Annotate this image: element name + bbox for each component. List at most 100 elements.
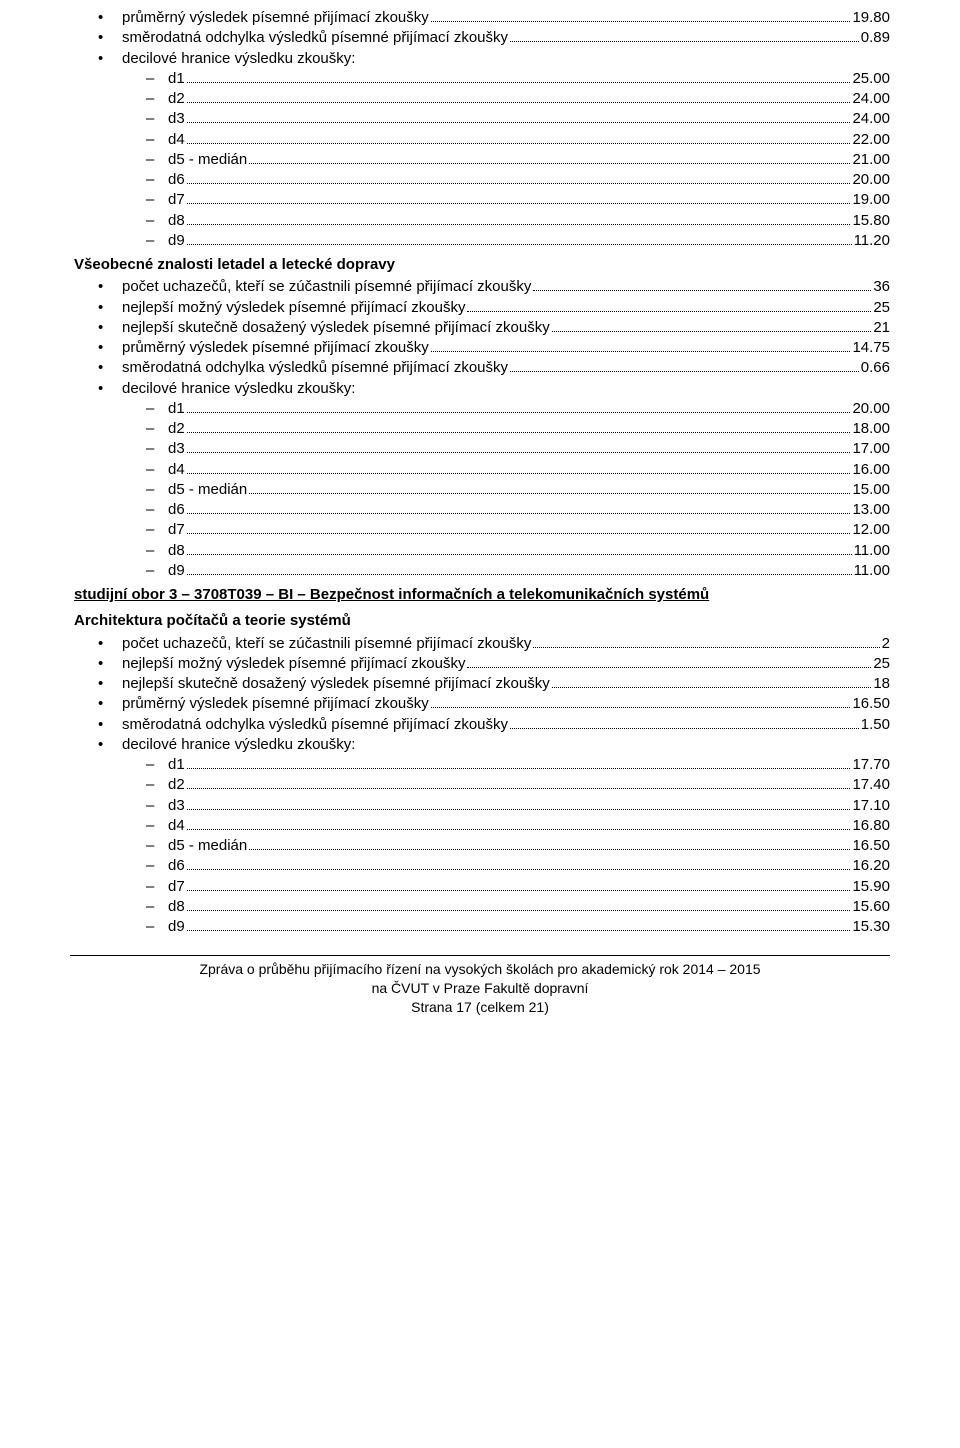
decile-item: d911.00 (146, 561, 890, 581)
dot-leader (510, 359, 859, 373)
decile-value: 18.00 (852, 419, 890, 439)
stat-value: 14.75 (852, 338, 890, 358)
decile-value: 11.20 (854, 231, 890, 251)
decile-header: decilové hranice výsledku zkoušky: d120.… (98, 379, 890, 582)
decile-item: d815.80 (146, 211, 890, 231)
decile-item: d719.00 (146, 190, 890, 210)
decile-heading-label: decilové hranice výsledku zkoušky: (122, 50, 355, 67)
decile-value: 22.00 (852, 130, 890, 150)
decile-item: d2 18.00 (146, 419, 890, 439)
stat-value: 18 (873, 674, 890, 694)
dot-leader (187, 521, 851, 535)
stat-item: nejlepší možný výsledek písemné přijímac… (98, 298, 890, 318)
decile-label: d2 (168, 419, 185, 439)
decile-value: 15.30 (852, 917, 890, 937)
dot-leader (187, 170, 851, 184)
dot-leader (187, 419, 851, 433)
decile-label: d3 (168, 796, 185, 816)
decile-label: d5 - medián (168, 836, 247, 856)
decile-value: 20.00 (852, 170, 890, 190)
footer-line-1: Zpráva o průběhu přijímacího řízení na v… (70, 960, 890, 979)
decile-item: d616.20 (146, 856, 890, 876)
decile-label: d6 (168, 170, 185, 190)
decile-value: 12.00 (852, 520, 890, 540)
footer-line-2: na ČVUT v Praze Fakultě dopravní (70, 979, 890, 998)
stat-label: nejlepší skutečně dosažený výsledek píse… (122, 674, 550, 694)
decile-label: d8 (168, 541, 185, 561)
decile-value: 25.00 (852, 69, 890, 89)
decile-item: d5 - medián15.00 (146, 480, 890, 500)
stat-item: počet uchazečů, kteří se zúčastnili píse… (98, 277, 890, 297)
stat-value: 2 (882, 634, 890, 654)
dot-leader (552, 674, 872, 688)
decile-label: d7 (168, 877, 185, 897)
decile-item: d117.70 (146, 755, 890, 775)
section2-list: počet uchazečů, kteří se zúčastnili píse… (70, 277, 890, 581)
dot-leader (187, 816, 851, 830)
decile-item: d815.60 (146, 897, 890, 917)
decile-header: decilové hranice výsledku zkoušky: d1 25.… (98, 49, 890, 252)
decile-list: d120.00 d218.00 d317.00 d416.00 d5 - med… (122, 399, 890, 581)
dot-leader (431, 695, 851, 709)
stat-value: 36 (873, 277, 890, 297)
dot-leader (187, 500, 851, 514)
decile-label: d2 (168, 775, 185, 795)
stat-label: nejlepší možný výsledek písemné přijímac… (122, 298, 465, 318)
decile-value: 15.60 (852, 897, 890, 917)
dot-leader (552, 318, 872, 332)
stat-label: počet uchazečů, kteří se zúčastnili píse… (122, 634, 531, 654)
dot-leader (187, 857, 851, 871)
dot-leader (249, 150, 850, 164)
stat-value: 19.80 (852, 8, 890, 28)
decile-item: d416.00 (146, 460, 890, 480)
decile-label: d1 (168, 69, 185, 89)
stat-value: 0.89 (861, 28, 890, 48)
decile-item: d911.20 (146, 231, 890, 251)
dot-leader (187, 130, 851, 144)
dot-leader (467, 654, 871, 668)
decile-item: d613.00 (146, 500, 890, 520)
decile-item: d217.40 (146, 775, 890, 795)
decile-value: 24.00 (852, 89, 890, 109)
stat-item: nejlepší možný výsledek písemné přijímac… (98, 654, 890, 674)
decile-item: d324.00 (146, 109, 890, 129)
decile-label: d6 (168, 856, 185, 876)
decile-label: d4 (168, 460, 185, 480)
dot-leader (187, 399, 851, 413)
decile-label: d3 (168, 109, 185, 129)
stat-value: 0.66 (861, 358, 890, 378)
decile-header: decilové hranice výsledku zkoušky: d117.… (98, 735, 890, 938)
decile-label: d7 (168, 520, 185, 540)
dot-leader (187, 89, 851, 103)
stat-label: směrodatná odchylka výsledků písemné při… (122, 715, 508, 735)
study3-subtitle: Architektura počítačů a teorie systémů (74, 611, 890, 631)
dot-leader (187, 796, 851, 810)
page-content: průměrný výsledek písemné přijímací zkou… (70, 0, 890, 1017)
decile-label: d1 (168, 399, 185, 419)
stat-value: 21 (873, 318, 890, 338)
decile-heading-label: decilové hranice výsledku zkoušky: (122, 736, 355, 753)
stat-label: průměrný výsledek písemné přijímací zkou… (122, 694, 429, 714)
dot-leader (187, 440, 851, 454)
decile-item: d811.00 (146, 541, 890, 561)
stat-label: počet uchazečů, kteří se zúčastnili píse… (122, 277, 531, 297)
dot-leader (533, 634, 879, 648)
decile-label: d5 - medián (168, 150, 247, 170)
stat-item: průměrný výsledek písemné přijímací zkou… (98, 338, 890, 358)
dot-leader (533, 278, 871, 292)
decile-value: 17.10 (852, 796, 890, 816)
decile-value: 17.70 (852, 755, 890, 775)
dot-leader (510, 29, 859, 43)
decile-list: d125.00 d224.00 d324.00 d422.00 d5 - med… (122, 69, 890, 251)
decile-label: d3 (168, 439, 185, 459)
decile-item: d224.00 (146, 89, 890, 109)
stat-item: průměrný výsledek písemné přijímací zkou… (98, 694, 890, 714)
decile-item: d1 25.00 (146, 69, 890, 89)
stat-value: 25 (873, 298, 890, 318)
decile-item: d6 20.00 (146, 170, 890, 190)
decile-item: d715.90 (146, 877, 890, 897)
decile-label: d5 - medián (168, 480, 247, 500)
stat-label: nejlepší možný výsledek písemné přijímac… (122, 654, 465, 674)
dot-leader (510, 715, 859, 729)
decile-label: d4 (168, 130, 185, 150)
